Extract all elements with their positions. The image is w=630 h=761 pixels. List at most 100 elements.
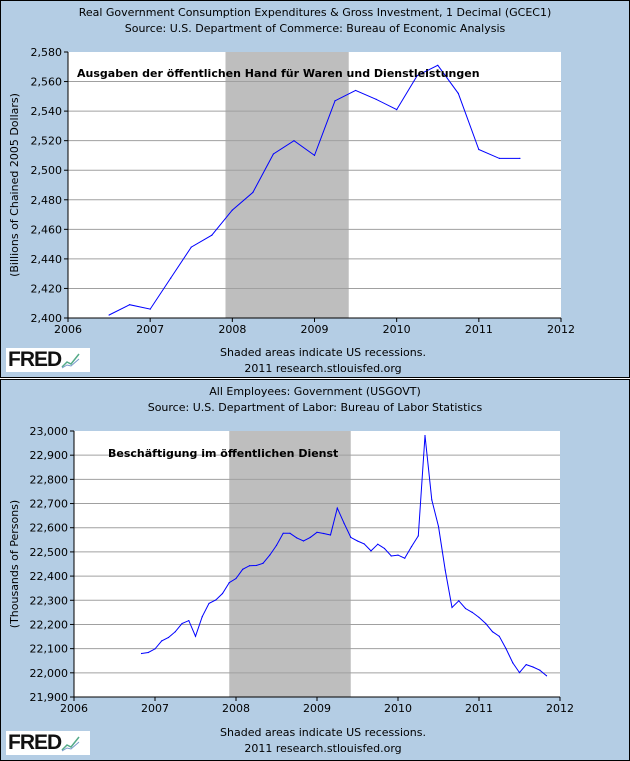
- data-point: [491, 631, 494, 633]
- data-point: [404, 557, 406, 559]
- data-point: [437, 525, 440, 528]
- chart-panel-gov-employment: All Employees: Government (USGOVT) Sourc…: [0, 379, 630, 761]
- data-point: [194, 635, 197, 637]
- plot-area: 21,900 22,000 22,100 22,200 22,300 22,400 22,5…: [30, 425, 575, 715]
- y-tick-label: 2,400: [31, 312, 63, 325]
- data-point: [485, 622, 487, 625]
- data-point: [316, 531, 318, 533]
- chart-svg: Real Government Consumption Expenditures…: [8, 6, 576, 375]
- data-point: [505, 648, 507, 650]
- chart-logo-icon: [61, 353, 80, 369]
- data-point: [512, 662, 514, 664]
- x-tick-label: 2009: [303, 702, 331, 715]
- y-tick-label: 2,520: [31, 135, 63, 148]
- data-point: [451, 606, 453, 609]
- data-point: [149, 308, 151, 310]
- data-point: [370, 550, 372, 552]
- data-point: [416, 75, 418, 77]
- data-point: [532, 666, 534, 668]
- data-point: [170, 277, 172, 279]
- y-tick-label: 22,400: [30, 570, 69, 583]
- data-point: [255, 564, 257, 567]
- x-tick-label: 2011: [465, 702, 493, 715]
- y-tick-label: 22,000: [30, 667, 69, 680]
- y-tick-label: 22,900: [30, 449, 69, 462]
- y-tick-label: 2,420: [31, 282, 63, 295]
- data-point: [242, 568, 244, 570]
- x-tick-label: 2010: [384, 702, 412, 715]
- y-tick-label: 21,900: [30, 691, 69, 704]
- y-tick-label: 22,200: [30, 618, 69, 631]
- y-tick-label: 22,700: [30, 498, 69, 511]
- chart-svg: All Employees: Government (USGOVT) Sourc…: [8, 385, 575, 755]
- fred-logo[interactable]: FRED: [6, 731, 90, 755]
- fred-logo[interactable]: FRED: [6, 348, 90, 372]
- footer-recession-note: Shaded areas indicate US recessions.: [220, 346, 426, 359]
- y-tick-label: 2,500: [31, 164, 63, 177]
- data-point: [437, 64, 439, 66]
- plot-area: 2,400 2,420 2,440 2,460 2,480 2,500 2,520 2,540…: [31, 46, 576, 336]
- data-point: [410, 545, 413, 548]
- data-point: [282, 532, 284, 534]
- x-tick-label: 2006: [54, 323, 82, 336]
- data-point: [235, 577, 237, 580]
- data-point: [350, 536, 352, 538]
- data-point: [431, 499, 433, 501]
- data-point: [334, 100, 336, 102]
- data-point: [211, 234, 213, 236]
- y-tick-label: 22,500: [30, 546, 69, 559]
- y-tick-label: 23,000: [30, 425, 69, 438]
- x-tick-label: 2012: [546, 702, 574, 715]
- y-tick-label: 2,560: [31, 76, 63, 89]
- chart-subtitle: Source: U.S. Department of Labor: Bureau…: [148, 401, 483, 414]
- data-point: [228, 582, 230, 584]
- data-point: [525, 663, 527, 666]
- data-point: [313, 154, 316, 157]
- x-tick-label: 2008: [218, 323, 246, 336]
- data-point: [269, 554, 271, 556]
- chart-subtitle: Source: U.S. Department of Commerce: Bur…: [125, 22, 506, 35]
- data-point: [375, 98, 377, 100]
- data-point: [471, 611, 473, 613]
- data-point: [458, 600, 460, 602]
- y-tick-label: 22,300: [30, 594, 69, 607]
- y-axis-label: (Thousands of Persons): [8, 500, 21, 628]
- x-tick-label: 2010: [383, 323, 411, 336]
- data-point: [478, 616, 480, 619]
- data-point: [208, 602, 210, 605]
- data-point: [248, 565, 251, 567]
- data-point: [309, 536, 311, 538]
- chart-panel-gov-expenditures: Real Government Consumption Expenditures…: [0, 0, 630, 378]
- data-point: [289, 532, 291, 534]
- footer-source: 2011 research.stlouisfed.org: [244, 362, 401, 375]
- data-point: [424, 434, 426, 437]
- data-point: [293, 140, 295, 142]
- data-point: [147, 651, 149, 654]
- x-tick-label: 2009: [301, 323, 329, 336]
- data-point: [343, 522, 345, 524]
- data-point: [363, 543, 365, 545]
- data-point: [539, 669, 541, 671]
- chart-logo-icon: [61, 736, 80, 752]
- data-point: [377, 543, 379, 545]
- recession-shading: [225, 52, 349, 318]
- fred-logo-text: FRED: [8, 348, 62, 371]
- data-point: [302, 540, 305, 542]
- data-point: [417, 535, 419, 537]
- data-point: [478, 148, 480, 151]
- footer-recession-note: Shaded areas indicate US recessions.: [220, 726, 426, 739]
- x-tick-label: 2008: [222, 702, 250, 715]
- x-tick-label: 2007: [136, 323, 164, 336]
- chart-title: Real Government Consumption Expenditures…: [79, 6, 552, 19]
- data-point: [519, 157, 521, 159]
- data-point: [161, 640, 163, 642]
- data-point: [354, 89, 357, 92]
- data-point: [498, 157, 500, 159]
- data-point: [201, 616, 203, 618]
- data-point: [174, 631, 176, 633]
- data-point: [498, 635, 500, 637]
- data-point: [329, 534, 332, 536]
- y-tick-label: 2,540: [31, 105, 63, 118]
- data-point: [323, 532, 325, 535]
- footer-source: 2011 research.stlouisfed.org: [244, 742, 401, 755]
